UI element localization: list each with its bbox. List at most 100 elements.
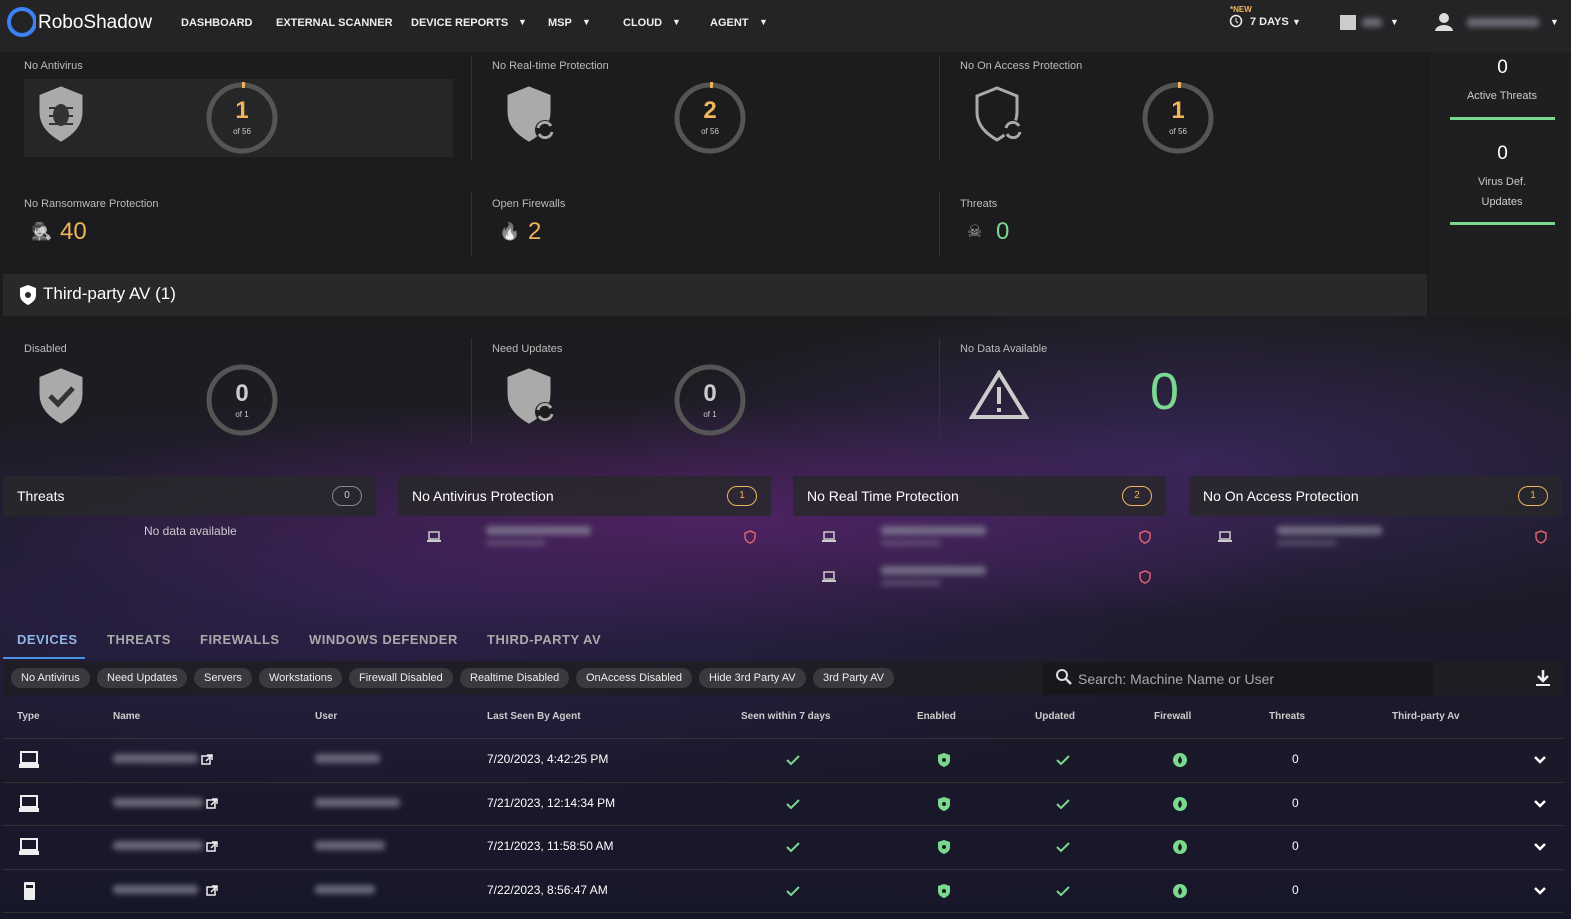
filter-chip[interactable]: No Antivirus — [11, 668, 90, 688]
ring-total: of 56 — [1169, 127, 1187, 136]
status-icon — [1534, 799, 1546, 808]
alert-shield-svg — [1139, 530, 1151, 544]
shield-icon — [37, 368, 93, 428]
stat-value: 40 — [60, 218, 87, 245]
status-icon — [786, 755, 800, 766]
section-bar — [3, 274, 1427, 316]
expand[interactable] — [1532, 752, 1548, 773]
panel-title: No On Access Protection — [1203, 488, 1359, 504]
expand[interactable] — [1532, 883, 1548, 904]
row-line — [3, 868, 1563, 870]
nav-item[interactable]: AGENT — [710, 17, 749, 29]
download-icon-svg — [1536, 670, 1550, 686]
status-icon — [1173, 796, 1187, 811]
shield-icon — [37, 86, 93, 146]
device-icon-svg — [1218, 531, 1232, 542]
status-icon — [1056, 885, 1070, 896]
tab[interactable]: FIREWALLS — [200, 632, 280, 647]
ring-total: of 56 — [701, 127, 719, 136]
tab[interactable]: THIRD-PARTY AV — [487, 632, 602, 647]
firewall-icon — [1172, 883, 1188, 904]
filter-chip[interactable]: 3rd Party AV — [813, 668, 894, 688]
open-link — [206, 797, 218, 809]
tab[interactable]: WINDOWS DEFENDER — [309, 632, 458, 647]
shield-icon — [505, 86, 561, 146]
filter-chip[interactable]: Realtime Disabled — [460, 668, 570, 688]
ring-value: 0 — [235, 380, 249, 407]
nav-item[interactable]: DASHBOARD — [181, 17, 253, 29]
nav-item[interactable]: EXTERNAL SCANNER — [276, 17, 393, 29]
ring-value: 1 — [235, 97, 249, 124]
card-label: No On Access Protection — [960, 60, 1083, 72]
empty-text: No data available — [144, 524, 237, 538]
nav-item[interactable]: DEVICE REPORTS — [411, 17, 509, 29]
filter-chip[interactable]: Servers — [194, 668, 252, 688]
ring-total: of 1 — [703, 410, 717, 419]
filter-chip[interactable]: Need Updates — [97, 668, 188, 688]
device-icon — [1218, 530, 1232, 542]
card-label: No Real-time Protection — [492, 60, 609, 72]
panel-title: No Real Time Protection — [807, 488, 959, 504]
card-label: No Antivirus — [24, 60, 83, 72]
org-icon — [1338, 12, 1358, 32]
filter-chip[interactable]: Workstations — [259, 668, 343, 688]
tab[interactable]: THREATS — [107, 632, 171, 647]
org-icon-svg — [1340, 15, 1356, 30]
divider — [471, 338, 472, 443]
firewall-icon — [1172, 796, 1188, 817]
type-icon-svg — [19, 838, 39, 855]
expand[interactable] — [1532, 796, 1548, 817]
nav-bar — [0, 0, 1571, 52]
period[interactable]: 7 DAYS — [1250, 16, 1289, 28]
column-header: Enabled — [917, 711, 956, 722]
divider — [939, 192, 940, 257]
blur-name — [881, 526, 986, 535]
updated-check — [1055, 839, 1071, 860]
status-icon — [786, 798, 800, 809]
type-icon-svg — [19, 751, 39, 768]
nav-item[interactable]: MSP — [548, 17, 572, 29]
blur-user — [315, 797, 400, 807]
column-header: Updated — [1035, 711, 1075, 722]
stat-icon: 🔥 — [499, 222, 521, 241]
shield-icon-svg — [975, 86, 1023, 142]
enabled-shield — [936, 839, 952, 860]
caret: ▼ — [518, 17, 527, 27]
search-icon — [1055, 668, 1073, 686]
device-icon — [822, 530, 836, 542]
device-icon-svg — [822, 531, 836, 542]
filter-chip[interactable]: OnAccess Disabled — [576, 668, 692, 688]
tab-underline — [3, 657, 85, 659]
enabled-shield — [936, 796, 952, 817]
tab[interactable]: DEVICES — [17, 632, 78, 647]
threat-count: 0 — [1292, 752, 1299, 766]
warning-icon-svg — [968, 369, 1030, 419]
ring — [204, 362, 280, 438]
status-icon — [938, 753, 950, 767]
blur-name — [113, 797, 203, 807]
expand[interactable] — [1532, 839, 1548, 860]
search-box[interactable] — [1043, 662, 1433, 695]
side-underline — [1450, 117, 1555, 120]
side-label: Virus Def. Updates — [1477, 176, 1527, 208]
status-icon — [1056, 842, 1070, 853]
last-seen: 7/20/2023, 4:42:25 PM — [487, 752, 609, 766]
panel-title: No Antivirus Protection — [412, 488, 554, 504]
nav-item[interactable]: CLOUD — [623, 17, 663, 29]
stat-label: Open Firewalls — [492, 198, 566, 210]
blur-name — [113, 841, 203, 850]
status-icon — [1534, 756, 1546, 764]
filter-chip[interactable]: Firewall Disabled — [349, 668, 453, 688]
alert-shield — [1139, 570, 1151, 584]
filter-chip[interactable]: Hide 3rd Party AV — [699, 668, 806, 688]
seen-check — [785, 752, 801, 773]
shield-small-svg — [20, 285, 36, 305]
ring-svg — [674, 81, 746, 154]
column-header: Last Seen By Agent — [487, 711, 581, 722]
ring-value: 1 — [1171, 97, 1185, 124]
caret: ▼ — [672, 17, 681, 27]
shield-icon-svg — [39, 86, 83, 142]
blur-name — [113, 754, 198, 763]
divider — [471, 192, 472, 257]
panel-header — [793, 476, 1166, 516]
